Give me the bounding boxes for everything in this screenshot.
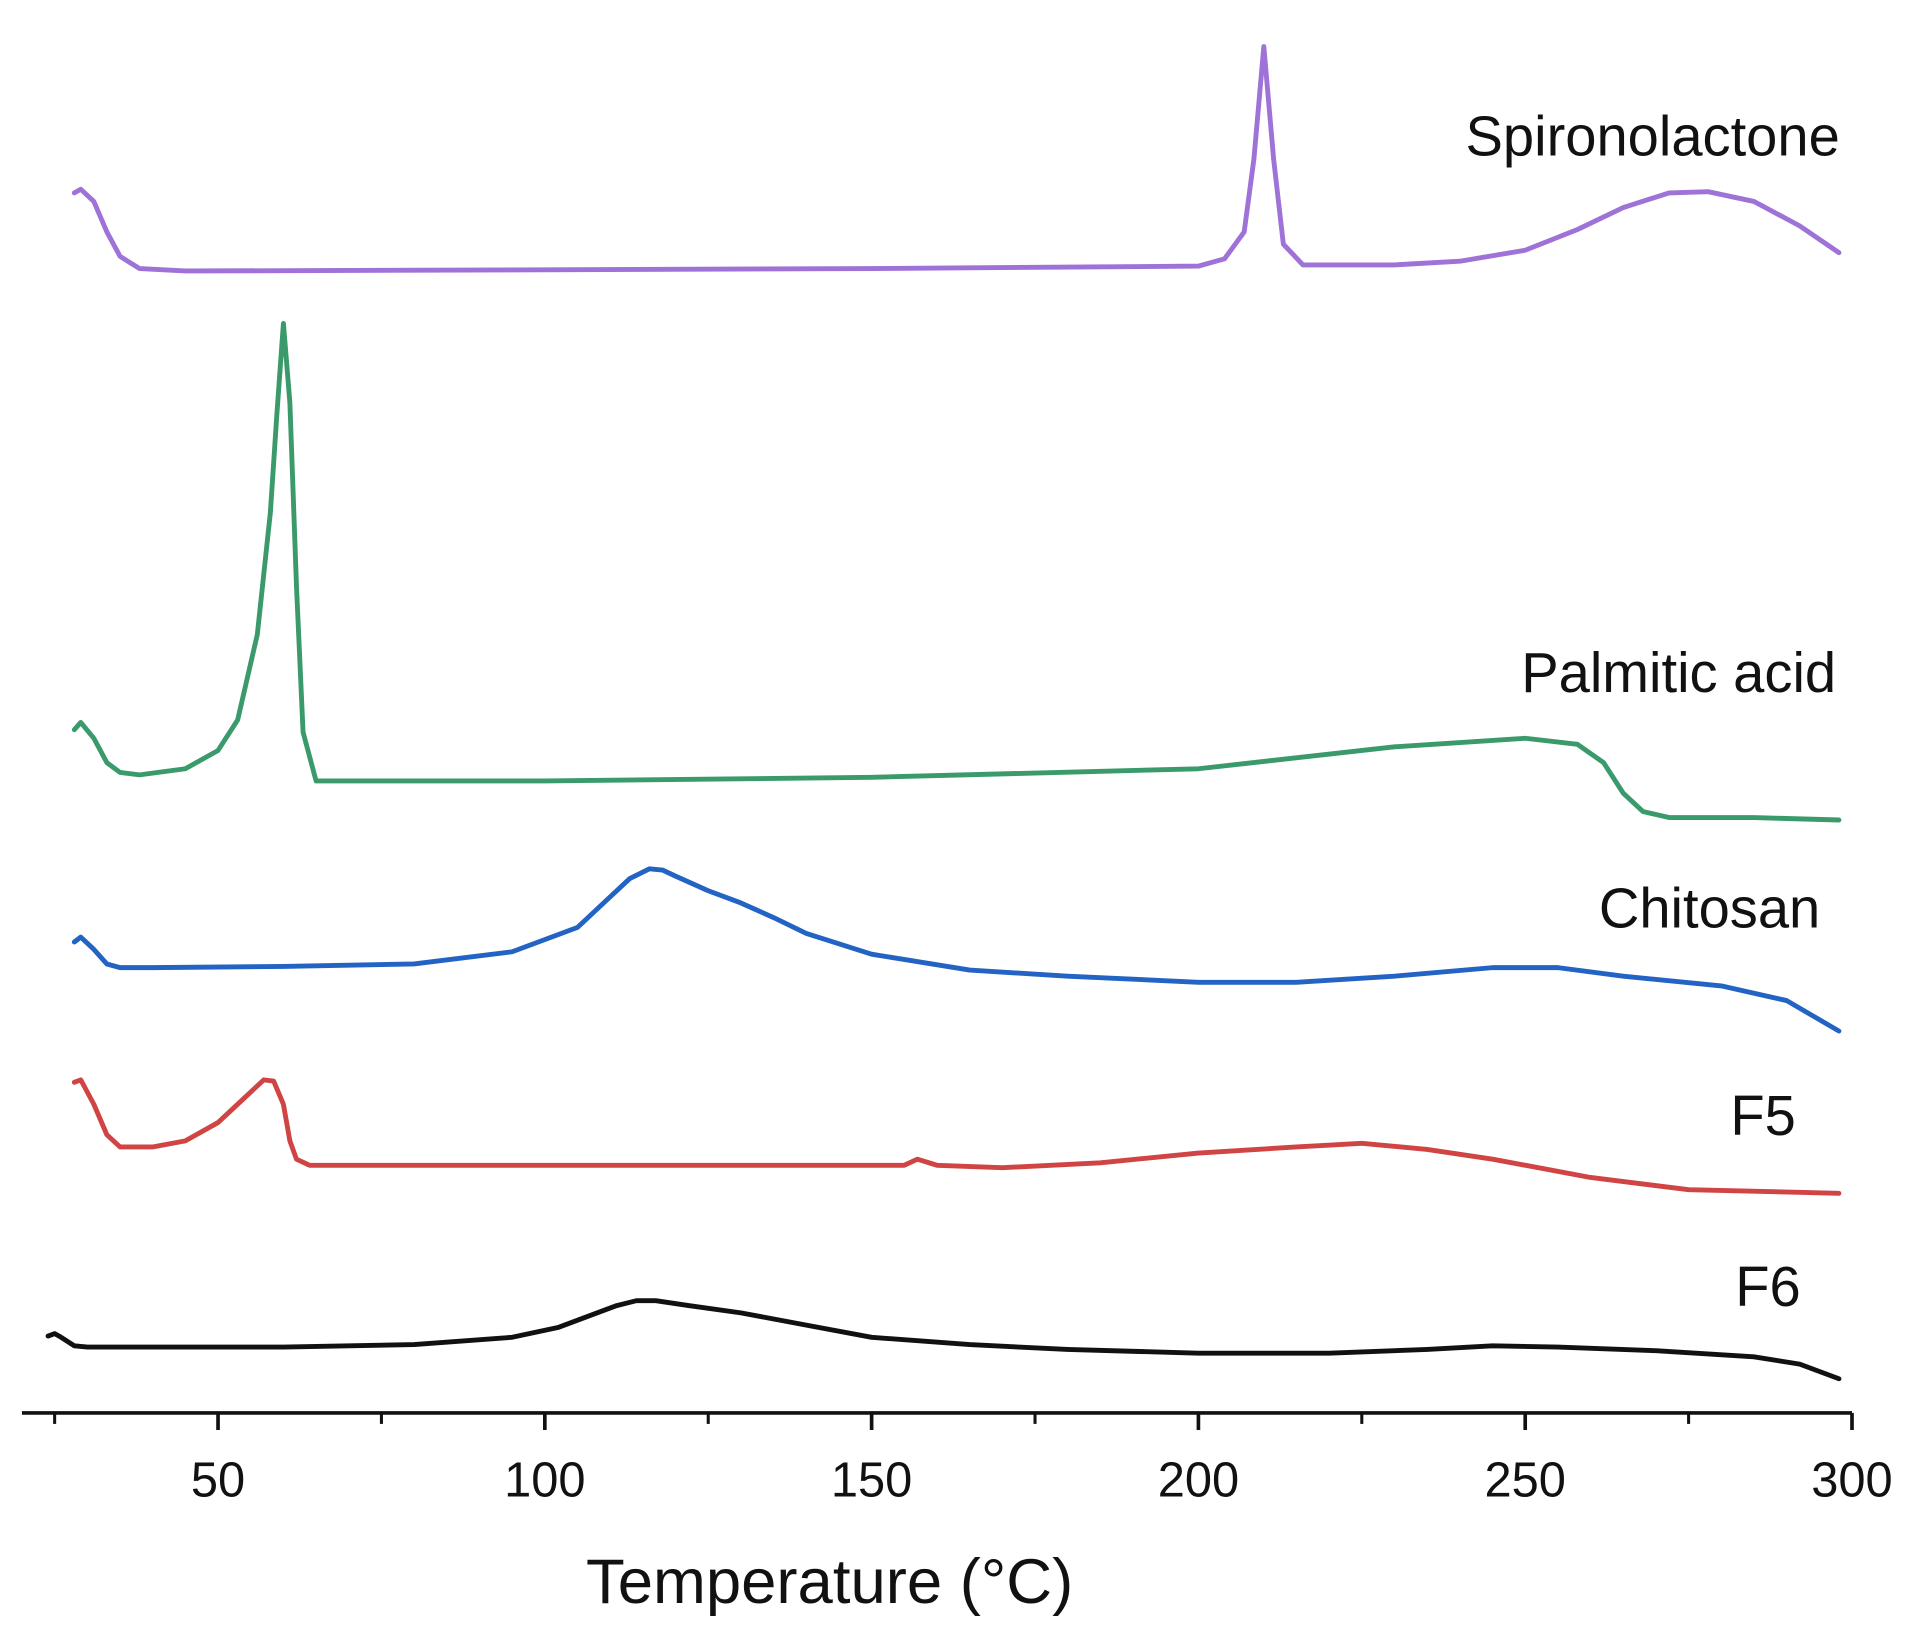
series-line xyxy=(71,1077,1842,1196)
x-tick-label: 100 xyxy=(504,1454,585,1508)
series-label: Spironolactone xyxy=(1465,104,1839,167)
series-label: Chitosan xyxy=(1599,877,1820,940)
series-label: F6 xyxy=(1735,1255,1800,1318)
series-label: Palmitic acid xyxy=(1521,641,1836,704)
x-tick-label: 250 xyxy=(1484,1454,1565,1508)
x-tick-label: 200 xyxy=(1158,1454,1239,1508)
series-line xyxy=(45,1298,1842,1382)
x-tick-label: 150 xyxy=(831,1454,912,1508)
series-line xyxy=(71,866,1842,1034)
x-tick-label: 50 xyxy=(191,1454,245,1508)
x-tick-label: 300 xyxy=(1811,1454,1892,1508)
series-line xyxy=(71,44,1842,274)
series-label: F5 xyxy=(1730,1084,1795,1147)
x-axis-label: Temperature (°C) xyxy=(586,1547,1073,1617)
series-line xyxy=(71,321,1842,823)
